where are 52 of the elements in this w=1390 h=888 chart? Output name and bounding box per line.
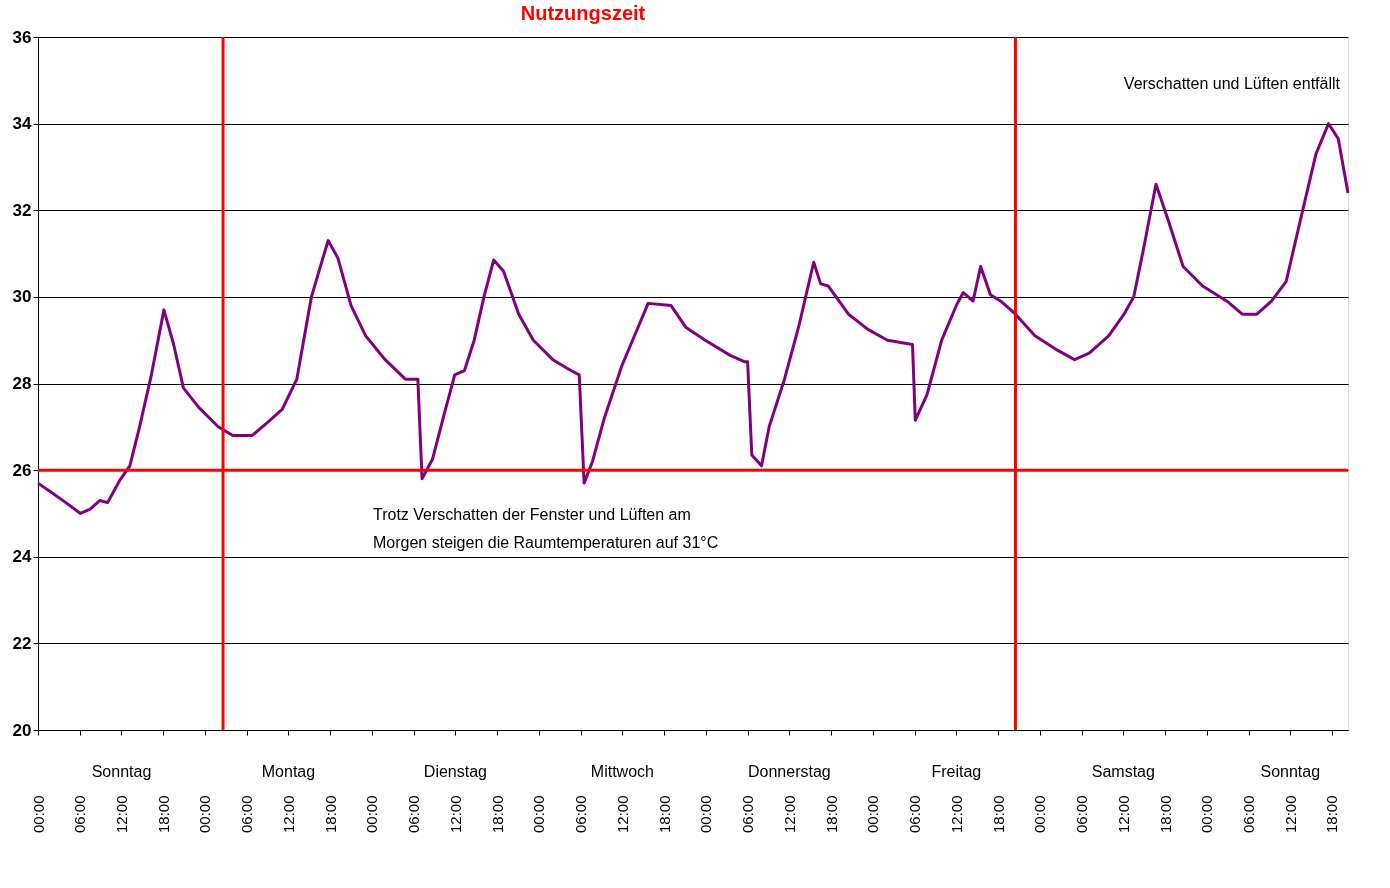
- y-tick-label: 32: [12, 200, 32, 220]
- text: Sonntag: [91, 763, 152, 780]
- x-tick-label: 12:00: [947, 795, 965, 834]
- x-tick-label: 00:00: [29, 795, 47, 834]
- x-tick-label: 12:00: [613, 795, 631, 834]
- text: Samstag: [1091, 763, 1155, 780]
- y-tick-label: 24: [12, 547, 33, 567]
- y-tick-label: 36: [12, 27, 32, 47]
- x-tick-label: 00:00: [530, 795, 548, 834]
- x-tick-label: 18:00: [655, 795, 673, 834]
- text: Dienstag: [423, 763, 487, 780]
- x-tick-label: 00:00: [363, 795, 381, 834]
- text: Mittwoch: [590, 763, 654, 780]
- x-tick-label: 18:00: [1156, 795, 1174, 834]
- y-tick-label: 26: [12, 460, 32, 480]
- x-tick-label: 00:00: [1198, 795, 1216, 834]
- x-tick-label: 12:00: [1114, 795, 1132, 834]
- text: Freitag: [931, 763, 982, 780]
- y-tick-label: 30: [12, 287, 32, 307]
- annotation: Trotz Verschatten der Fenster und Lüften am Morgen steigen die Raumtemperaturen auf 31°C: [373, 506, 719, 551]
- x-tick-label: 18:00: [154, 795, 172, 834]
- x-tick-label: 18:00: [822, 795, 840, 834]
- x-tick-label: 12:00: [112, 795, 130, 834]
- text: Montag: [261, 763, 316, 780]
- y-tick-label: 28: [12, 374, 32, 393]
- x-tick-label: 00:00: [697, 795, 715, 834]
- x-tick-label: 18:00: [1323, 795, 1341, 834]
- x-tick-label: 00:00: [1031, 795, 1049, 834]
- text: Donnerstag: [747, 763, 831, 780]
- x-tick-label: 00:00: [196, 795, 214, 834]
- x-tick-label: 12:00: [780, 795, 798, 834]
- y-tick-label: 20: [12, 720, 32, 740]
- x-tick-label: 06:00: [71, 795, 89, 834]
- x-tick-label: 18:00: [488, 795, 506, 834]
- x-tick-label: 06:00: [1073, 795, 1091, 834]
- x-tick-label: 06:00: [405, 795, 423, 834]
- x-tick-label: 06:00: [906, 795, 924, 834]
- x-tick-label: 18:00: [321, 795, 339, 834]
- x-tick-label: 06:00: [739, 795, 757, 834]
- x-tick-label: 00:00: [864, 795, 882, 834]
- x-tick-label: 12:00: [279, 795, 297, 834]
- x-tick-label: 12:00: [446, 795, 464, 834]
- y-tick-label: 34: [12, 114, 33, 134]
- text: Sonntag: [1260, 763, 1321, 780]
- chart-title: Nutzungszeit: [520, 2, 646, 24]
- y-tick-label: 22: [12, 633, 32, 653]
- annotation: Verschatten und Lüften entfällt: [1123, 75, 1341, 92]
- x-tick-label: 06:00: [572, 795, 590, 834]
- x-tick-label: 18:00: [989, 795, 1007, 834]
- x-tick-label: 12:00: [1281, 795, 1299, 834]
- x-tick-label: 06:00: [1240, 795, 1258, 834]
- x-tick-label: 06:00: [238, 795, 256, 834]
